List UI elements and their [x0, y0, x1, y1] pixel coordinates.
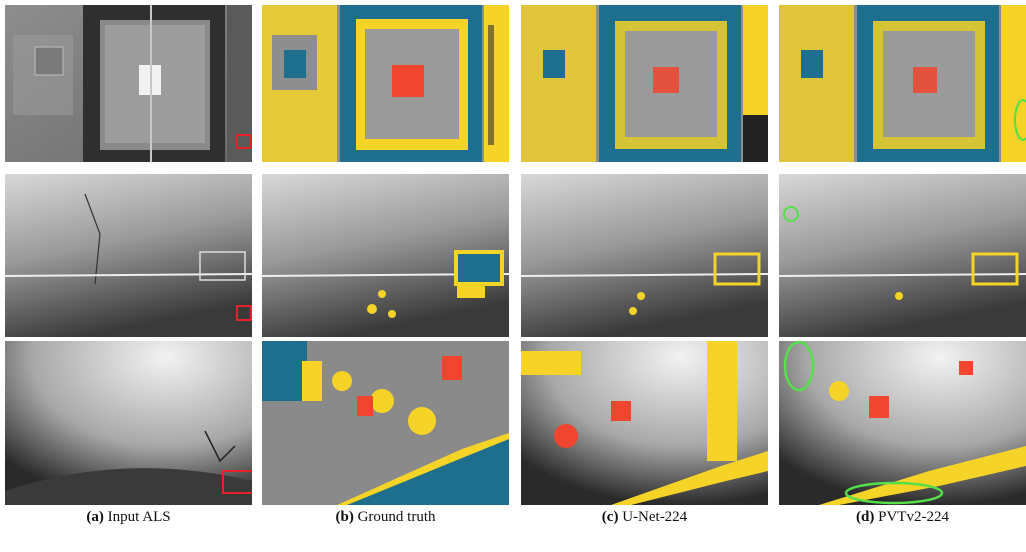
row1-pvtv2-prediction-image: [779, 5, 1026, 162]
error-ellipse-row3-left: [783, 341, 815, 392]
figure-grid: [5, 5, 1026, 505]
caption-c: (c) U-Net-224: [521, 509, 768, 526]
caption-c-letter: (c): [601, 509, 619, 525]
zoom-box-row1: [236, 134, 251, 149]
row3-input-als-image: [5, 341, 252, 505]
caption-b: (b) Ground truth: [262, 509, 509, 526]
caption-d-label: PVTv2-224: [878, 509, 949, 525]
row3-unet-prediction-image: [521, 341, 768, 505]
caption-a: (a) Input ALS: [5, 509, 252, 526]
error-ellipse-row3-bottom: [844, 481, 944, 505]
row1-unet-prediction-image: [521, 5, 768, 162]
error-ellipse-row1: [1014, 99, 1026, 141]
row3-ground-truth-image: [262, 341, 509, 505]
error-circle-row2: [783, 206, 799, 222]
row2-pvtv2-prediction-image: [779, 174, 1026, 337]
zoom-box-row3: [222, 470, 252, 494]
caption-d-letter: (d): [856, 509, 875, 525]
caption-c-label: U-Net-224: [622, 509, 688, 525]
row2-ground-truth-image: [262, 174, 509, 337]
row2-input-als-image: [5, 174, 252, 337]
row2-unet-prediction-image: [521, 174, 768, 337]
caption-a-label: Input ALS: [107, 509, 171, 525]
caption-d: (d) PVTv2-224: [779, 509, 1026, 526]
zoom-box-row2: [236, 305, 252, 321]
caption-a-letter: (a): [86, 509, 104, 525]
row3-pvtv2-prediction-image: [779, 341, 1026, 505]
row1-input-als-image: [5, 5, 252, 162]
caption-b-label: Ground truth: [357, 509, 436, 525]
caption-b-letter: (b): [335, 509, 354, 525]
row1-ground-truth-image: [262, 5, 509, 162]
